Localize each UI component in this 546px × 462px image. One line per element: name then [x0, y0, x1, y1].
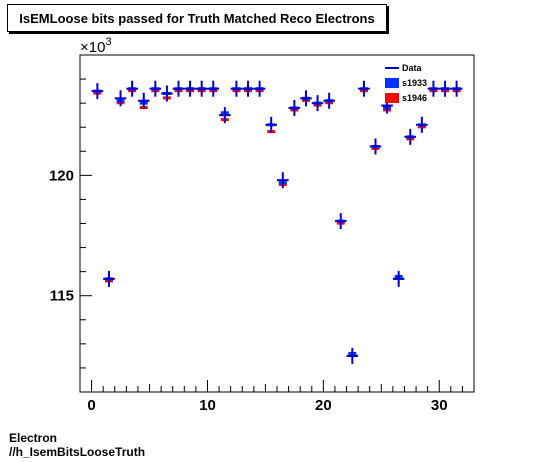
data-point — [404, 128, 417, 145]
data-point — [184, 80, 196, 97]
data-point — [416, 116, 428, 133]
axes: 0 10 20 30 115 120 — [49, 54, 475, 414]
series-s1933-marks — [93, 87, 461, 355]
data-point — [137, 92, 150, 109]
data-point — [427, 80, 440, 97]
x-tick-label: 20 — [315, 397, 332, 414]
x-tick-label: 10 — [199, 397, 216, 414]
y-multiplier: ×103 — [80, 36, 112, 56]
data-point — [288, 99, 301, 116]
data-point — [230, 80, 243, 97]
data-point — [172, 80, 185, 97]
legend-box-swatch — [385, 78, 399, 88]
data-point — [103, 270, 115, 287]
footer-histogram-path: //h_IsemBitsLooseTruth — [9, 445, 146, 459]
data-point — [369, 138, 382, 155]
data-point — [207, 80, 220, 97]
y-tick-label: 120 — [49, 167, 74, 184]
legend-item-data: Data — [385, 63, 423, 73]
data-point — [265, 116, 277, 133]
legend-label: Data — [402, 63, 423, 73]
series-data-marks — [91, 80, 463, 364]
plot-frame — [79, 54, 475, 393]
data-point — [358, 80, 370, 97]
series-s1946-marks — [93, 89, 461, 357]
data-point — [91, 83, 104, 100]
data-point — [323, 92, 335, 109]
data-point — [242, 80, 254, 97]
legend-label: s1933 — [402, 78, 427, 88]
legend-item-s1946: s1946 — [385, 93, 427, 103]
legend: Data s1933 s1946 — [385, 63, 427, 103]
data-point — [300, 90, 312, 107]
data-point — [450, 80, 463, 97]
x-tick-label: 0 — [87, 397, 95, 414]
x-tick-label: 30 — [431, 397, 448, 414]
data-point — [149, 80, 162, 97]
legend-box-swatch — [385, 93, 399, 103]
chart-title-box: IsEMLoose bits passed for Truth Matched … — [7, 4, 387, 32]
data-point — [346, 347, 359, 364]
y-tick-label: 115 — [50, 288, 74, 305]
data-point — [311, 95, 324, 112]
data-point — [114, 90, 127, 107]
data-point — [126, 80, 138, 97]
data-point — [219, 107, 231, 124]
data-point — [439, 80, 451, 97]
legend-item-s1933: s1933 — [385, 78, 427, 88]
data-point — [195, 80, 208, 97]
data-point — [161, 85, 173, 102]
data-point — [277, 172, 289, 189]
footer-particle-label: Electron — [9, 431, 58, 445]
data-point — [334, 213, 347, 230]
legend-label: s1946 — [402, 93, 427, 103]
chart-title: IsEMLoose bits passed for Truth Matched … — [19, 11, 375, 26]
data-point — [253, 80, 266, 97]
data-point — [392, 270, 405, 287]
